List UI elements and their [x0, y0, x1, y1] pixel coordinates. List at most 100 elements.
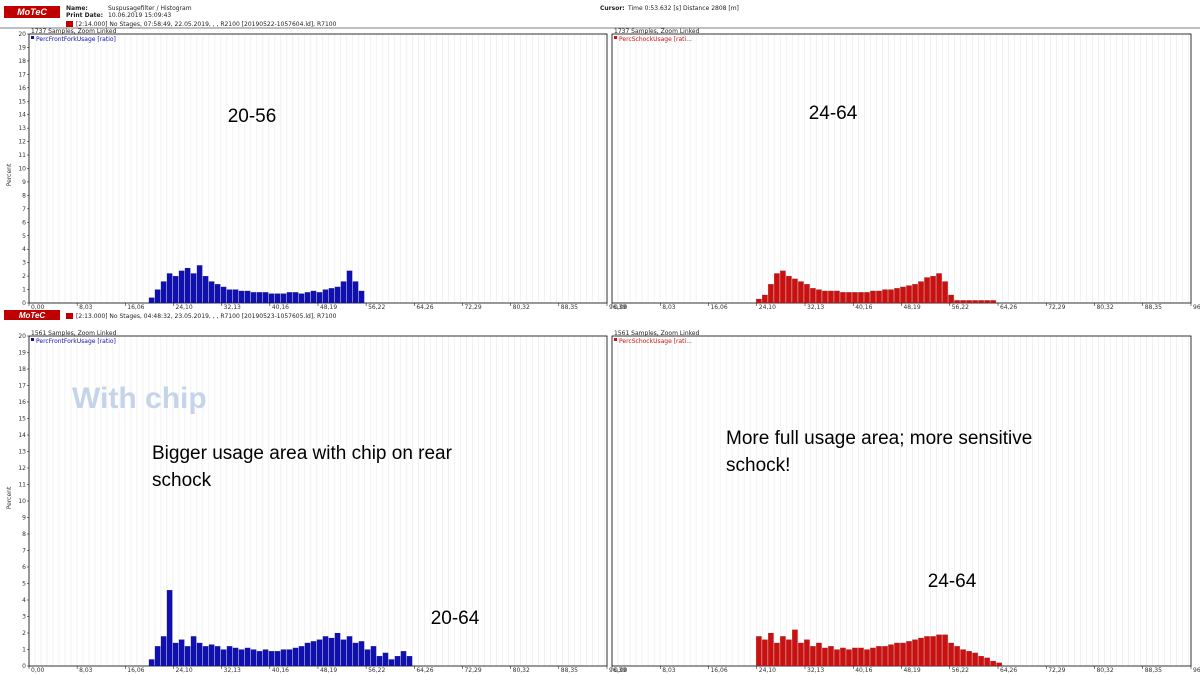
histogram-bar: [834, 649, 840, 667]
bottom-left-note-line1: Bigger usage area with chip on rear: [152, 443, 453, 464]
bottom-right-range: 24-64: [928, 571, 977, 592]
histogram-bar: [990, 660, 996, 667]
histogram-bar: [220, 649, 227, 667]
histogram-bar: [190, 273, 197, 304]
legend-swatch: [614, 36, 617, 39]
y-tick-label: 8: [22, 531, 26, 538]
histogram-bar: [870, 647, 876, 667]
histogram-bar: [334, 632, 341, 667]
histogram-bar: [816, 289, 822, 304]
y-tick-label: 17: [18, 383, 26, 390]
bottom-left-range: 20-64: [431, 608, 480, 629]
histogram-bar: [762, 294, 768, 304]
second-session-header: MoTeC [2:13.000] No Stages, 04:48:32, 23…: [4, 310, 337, 320]
histogram-bar: [214, 646, 221, 667]
histogram-bar: [238, 290, 245, 304]
y-tick-label: 3: [22, 614, 26, 621]
bottom-right-note-line2: schock!: [726, 455, 790, 476]
histogram-bar: [780, 636, 786, 667]
y-tick-label: 2: [22, 273, 26, 280]
histogram-bar: [918, 637, 924, 667]
y-tick-label: 20: [18, 31, 26, 38]
histogram-bar: [316, 639, 323, 667]
y-tick-label: 3: [22, 260, 26, 267]
histogram-bar: [816, 642, 822, 667]
histogram-bar: [900, 642, 906, 667]
histogram-bar: [834, 290, 840, 304]
y-tick-label: 18: [18, 58, 26, 65]
histogram-bar: [942, 281, 948, 304]
x-tick-label: 88,35: [561, 304, 578, 311]
print-date-label: Print Date:: [66, 12, 103, 19]
histogram-bar: [792, 278, 798, 304]
histogram-bar: [310, 290, 317, 304]
x-tick-label: 8,03: [662, 667, 676, 674]
histogram-bar: [154, 646, 161, 667]
x-tick-label: 24,10: [176, 304, 193, 311]
histogram-bar: [876, 646, 882, 667]
histogram-bar: [250, 292, 257, 304]
histogram-bar: [864, 649, 870, 667]
histogram-bar: [160, 636, 167, 667]
x-tick-label: 0,00: [31, 667, 45, 674]
histogram-bar: [990, 300, 996, 304]
histogram-bar: [768, 632, 774, 667]
x-tick-label: 48,19: [903, 667, 920, 674]
y-tick-label: 6: [22, 564, 26, 571]
histogram-bar: [310, 641, 317, 667]
y-axis-label-bottom: Percent: [6, 486, 13, 509]
histogram-bar: [756, 636, 762, 667]
histogram-bar: [894, 642, 900, 667]
histogram-bar: [930, 275, 936, 304]
samples-note: 1737 Samples, Zoom Linked: [614, 28, 700, 35]
histogram-bar: [918, 281, 924, 304]
histogram-bar: [286, 649, 293, 667]
x-tick-label: 40,16: [855, 304, 872, 311]
histogram-bar: [852, 292, 858, 304]
histogram-bar: [214, 284, 221, 304]
histogram-bar: [208, 644, 215, 667]
histogram-bar: [280, 293, 287, 304]
histogram-bar: [364, 649, 371, 667]
y-tick-label: 17: [18, 71, 26, 78]
histogram-bar: [972, 652, 978, 667]
histogram-bar: [954, 646, 960, 667]
histogram-bar: [798, 281, 804, 304]
y-tick-label: 19: [18, 350, 26, 357]
histogram-bar: [370, 646, 377, 667]
bottom-left-note-line2: schock: [152, 470, 212, 491]
x-tick-label: 16,06: [127, 667, 144, 674]
histogram-bar: [238, 649, 245, 667]
y-tick-label: 14: [18, 112, 26, 119]
session-bottom: [2:13.000] No Stages, 04:48:32, 23.05.20…: [76, 313, 337, 320]
histogram-bar: [184, 646, 191, 667]
histogram-bar: [936, 273, 942, 304]
histogram-bar: [292, 292, 299, 304]
histogram-bar: [298, 293, 305, 304]
histogram-bar: [322, 289, 329, 304]
histogram-bar: [792, 629, 798, 667]
legend-label: PercSchockUsage [rati...: [619, 338, 692, 345]
x-tick-label: 80,32: [1096, 667, 1113, 674]
histogram-bar: [358, 290, 365, 304]
histogram-bar: [316, 292, 323, 304]
histogram-bar: [978, 655, 984, 667]
histogram-bar: [942, 634, 948, 667]
histogram-bar: [304, 642, 311, 667]
histogram-bar: [376, 655, 383, 667]
histogram-bar: [864, 292, 870, 304]
x-tick-label: 24,10: [176, 667, 193, 674]
histogram-bar: [220, 286, 227, 304]
histogram-bar: [870, 290, 876, 304]
histogram-bar: [244, 647, 251, 667]
histogram-bar: [226, 289, 233, 304]
session-icon: [66, 21, 73, 27]
histogram-bar: [394, 655, 401, 667]
histogram-bar: [924, 636, 930, 667]
histogram-bar: [202, 275, 209, 304]
x-tick-label: 72,29: [1048, 304, 1065, 311]
charts-layer: 1737 Samples, Zoom LinkedPercFrontForkUs…: [18, 28, 1200, 674]
y-tick-label: 9: [22, 515, 26, 522]
histogram-bar: [166, 273, 173, 304]
histogram-bar: [358, 641, 365, 667]
